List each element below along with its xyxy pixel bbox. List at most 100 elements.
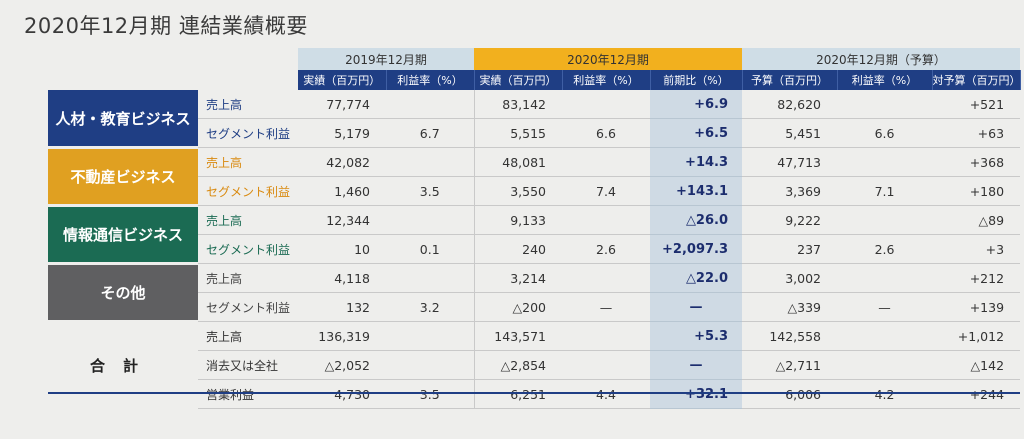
yoy-cell: +5.3 <box>650 321 743 351</box>
table-row: 人材・教育ビジネス 売上高 77,774 83,142 +6.9 82,620 … <box>48 90 1021 149</box>
cell: 5,515 <box>473 118 562 148</box>
col-vs-budget: 対予算（百万円） <box>932 70 1021 90</box>
col-budget: 予算（百万円） <box>742 70 838 90</box>
cell: 4.2 <box>837 379 933 409</box>
cell: +139 <box>932 292 1021 322</box>
cell: 82,620 <box>742 90 838 119</box>
bottom-rule <box>48 392 1020 394</box>
yoy-cell: +6.9 <box>650 90 743 119</box>
cell: 3,550 <box>473 176 562 206</box>
cell: 1,460 <box>298 176 386 206</box>
segment-other: その他 <box>48 263 198 323</box>
row-label: 営業利益 <box>198 379 298 409</box>
cell: △2,052 <box>298 350 386 380</box>
table-row: セグメント利益 132 3.2 △200 — — △339 — +139 <box>48 292 1021 322</box>
cell <box>837 321 933 351</box>
cell: 143,571 <box>473 321 562 351</box>
results-table: 2019年12月期 2020年12月期 2020年12月期（予算） 実績（百万円… <box>48 48 1021 409</box>
segment-it: 情報通信ビジネス <box>48 205 198 265</box>
col-yoy: 前期比（%） <box>650 70 743 90</box>
cell: 7.4 <box>562 176 650 206</box>
cell: 3.5 <box>386 176 474 206</box>
cell: 3,002 <box>742 263 838 293</box>
cell: 6.6 <box>562 118 650 148</box>
cell: △2,854 <box>473 350 562 380</box>
segment-hr: 人材・教育ビジネス <box>48 90 198 149</box>
row-label: セグメント利益 <box>198 234 298 264</box>
cell: 4,730 <box>298 379 386 409</box>
table-row: 情報通信ビジネス 売上高 12,344 9,133 △26.0 9,222 △8… <box>48 205 1021 265</box>
row-label: セグメント利益 <box>198 292 298 322</box>
cell <box>386 321 474 351</box>
cell <box>386 90 474 119</box>
cell: 83,142 <box>473 90 562 119</box>
cell: +521 <box>932 90 1021 119</box>
yoy-cell: — <box>650 350 743 380</box>
row-label: 売上高 <box>198 263 298 293</box>
cell: +212 <box>932 263 1021 293</box>
yoy-cell: +14.3 <box>650 147 743 177</box>
segment-total: 合計 <box>89 357 156 376</box>
yoy-cell: +2,097.3 <box>650 234 743 264</box>
cell: +63 <box>932 118 1021 148</box>
cell <box>837 205 933 235</box>
cell: 47,713 <box>742 147 838 177</box>
cell: △200 <box>473 292 562 322</box>
cell: △2,711 <box>742 350 838 380</box>
cell: 0.1 <box>386 234 474 264</box>
cell: +368 <box>932 147 1021 177</box>
cell <box>837 263 933 293</box>
table-row: 合計 売上高 136,319 143,571 +5.3 142,558 +1,0… <box>48 321 1021 375</box>
table-row: セグメント利益 1,460 3.5 3,550 7.4 +143.1 3,369… <box>48 176 1021 206</box>
cell <box>386 205 474 235</box>
cell <box>386 147 474 177</box>
cell: 136,319 <box>298 321 386 351</box>
cell: 3.2 <box>386 292 474 322</box>
cell: 3,214 <box>473 263 562 293</box>
row-label: セグメント利益 <box>198 118 298 148</box>
cell: — <box>837 292 933 322</box>
yoy-cell: +6.5 <box>650 118 743 148</box>
cell <box>562 321 650 351</box>
header-2020: 2020年12月期 <box>474 48 743 70</box>
cell: 3.5 <box>386 379 474 409</box>
table-row: 営業利益 4,730 3.5 6,251 4.4 +32.1 6,006 4.2… <box>48 379 1021 409</box>
cell: 9,222 <box>742 205 838 235</box>
table-row: セグメント利益 5,179 6.7 5,515 6.6 +6.5 5,451 6… <box>48 118 1021 148</box>
table-row: その他 売上高 4,118 3,214 △22.0 3,002 +212 <box>48 263 1021 323</box>
cell: 132 <box>298 292 386 322</box>
row-label: 売上高 <box>198 147 298 177</box>
cell: 5,179 <box>298 118 386 148</box>
cell <box>562 147 650 177</box>
table-row: セグメント利益 10 0.1 240 2.6 +2,097.3 237 2.6 … <box>48 234 1021 264</box>
cell: 237 <box>742 234 838 264</box>
cell <box>386 350 474 380</box>
cell <box>562 263 650 293</box>
cell: 6,251 <box>473 379 562 409</box>
page-title: 2020年12月期 連結業績概要 <box>24 14 308 38</box>
col-margin-2019: 利益率（%） <box>386 70 475 90</box>
cell: △142 <box>932 350 1021 380</box>
header-budget: 2020年12月期（予算） <box>742 48 1021 70</box>
row-label: 売上高 <box>198 90 298 119</box>
cell: △89 <box>932 205 1021 235</box>
cell: 240 <box>473 234 562 264</box>
yoy-cell: +32.1 <box>650 379 743 409</box>
col-margin-2020: 利益率（%） <box>562 70 651 90</box>
cell: 9,133 <box>473 205 562 235</box>
yoy-cell: +143.1 <box>650 176 743 206</box>
cell: 5,451 <box>742 118 838 148</box>
cell: 2.6 <box>837 234 933 264</box>
col-actual-2020: 実績（百万円） <box>474 70 563 90</box>
cell: 3,369 <box>742 176 838 206</box>
cell: 10 <box>298 234 386 264</box>
table-row: 消去又は全社 △2,052 △2,854 — △2,711 △142 <box>48 350 1021 380</box>
cell: 12,344 <box>298 205 386 235</box>
cell: 2.6 <box>562 234 650 264</box>
cell: +180 <box>932 176 1021 206</box>
segment-realestate: 不動産ビジネス <box>48 147 198 207</box>
cell: 142,558 <box>742 321 838 351</box>
table-row: 不動産ビジネス 売上高 42,082 48,081 +14.3 47,713 +… <box>48 147 1021 207</box>
cell: 77,774 <box>298 90 386 119</box>
cell <box>562 205 650 235</box>
